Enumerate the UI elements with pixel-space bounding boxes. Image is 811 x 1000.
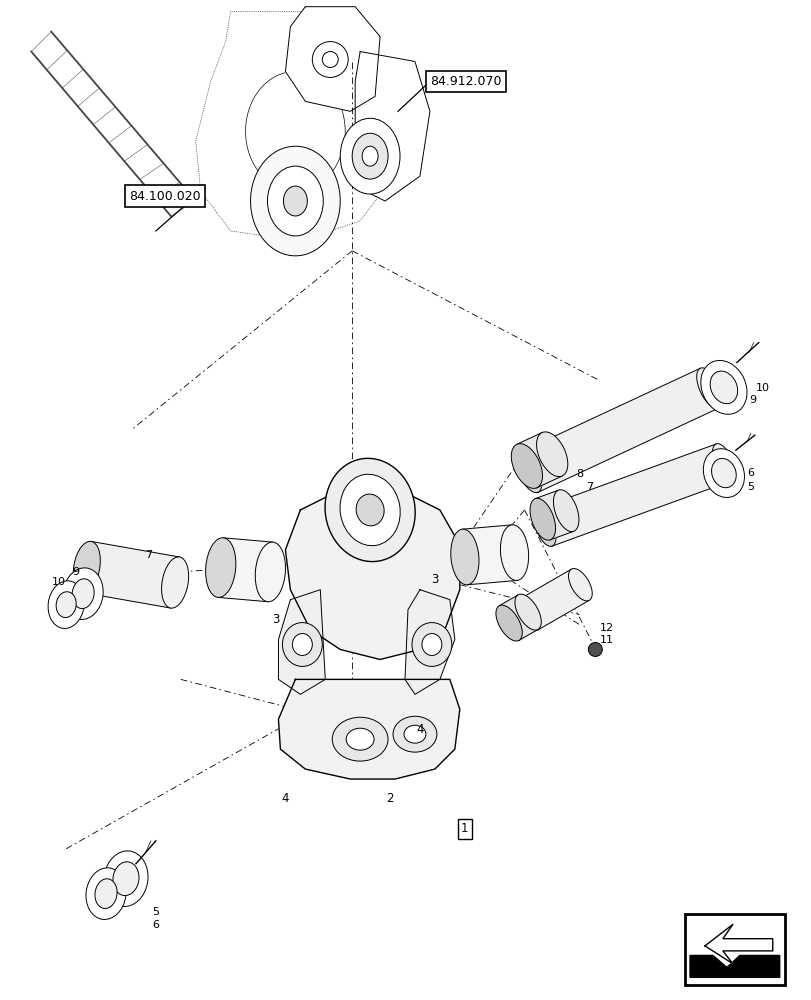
Polygon shape — [354, 52, 429, 201]
Ellipse shape — [362, 146, 378, 166]
Ellipse shape — [332, 717, 388, 761]
Polygon shape — [462, 525, 517, 585]
Text: 3: 3 — [431, 573, 438, 586]
Ellipse shape — [86, 868, 126, 919]
Ellipse shape — [450, 529, 478, 585]
Ellipse shape — [530, 498, 555, 540]
Text: 12: 12 — [599, 623, 614, 633]
Text: 5: 5 — [746, 482, 753, 492]
Text: 10: 10 — [52, 577, 67, 587]
Polygon shape — [519, 368, 718, 492]
Ellipse shape — [282, 623, 322, 666]
Polygon shape — [499, 595, 538, 640]
Text: 2: 2 — [386, 792, 393, 805]
Ellipse shape — [205, 538, 235, 597]
Polygon shape — [704, 924, 772, 964]
Ellipse shape — [536, 432, 567, 477]
Bar — [684, 914, 783, 985]
Ellipse shape — [511, 444, 542, 488]
Polygon shape — [82, 541, 179, 608]
Ellipse shape — [340, 118, 400, 194]
Ellipse shape — [356, 494, 384, 526]
Text: 9: 9 — [72, 567, 79, 577]
Text: 9: 9 — [749, 395, 755, 405]
Ellipse shape — [404, 725, 426, 743]
Ellipse shape — [345, 728, 374, 750]
Polygon shape — [519, 569, 589, 630]
Ellipse shape — [553, 490, 578, 532]
Ellipse shape — [161, 557, 188, 608]
Ellipse shape — [514, 594, 541, 630]
Ellipse shape — [56, 592, 76, 618]
Text: 4: 4 — [416, 723, 423, 736]
Text: 1: 1 — [461, 822, 468, 835]
Ellipse shape — [267, 166, 323, 236]
Text: 4: 4 — [281, 792, 289, 805]
Ellipse shape — [516, 452, 541, 493]
Text: 84.912.070: 84.912.070 — [429, 75, 501, 88]
Ellipse shape — [500, 525, 528, 580]
Ellipse shape — [48, 581, 84, 628]
Text: 6: 6 — [152, 920, 159, 930]
Polygon shape — [405, 590, 454, 694]
Ellipse shape — [411, 623, 451, 666]
Ellipse shape — [696, 368, 722, 408]
Text: 10: 10 — [755, 383, 769, 393]
Ellipse shape — [516, 598, 540, 631]
Ellipse shape — [63, 568, 103, 619]
Text: 7: 7 — [585, 482, 592, 492]
Ellipse shape — [95, 879, 117, 909]
Text: 11: 11 — [599, 635, 614, 645]
Ellipse shape — [710, 371, 736, 404]
Ellipse shape — [72, 579, 94, 609]
Polygon shape — [278, 590, 325, 694]
Ellipse shape — [283, 186, 307, 216]
Ellipse shape — [340, 474, 400, 546]
Ellipse shape — [496, 605, 521, 641]
Text: 8: 8 — [575, 469, 582, 479]
Text: 3: 3 — [272, 613, 279, 626]
Polygon shape — [278, 679, 459, 779]
Ellipse shape — [352, 133, 388, 179]
Text: 7: 7 — [145, 550, 152, 560]
Polygon shape — [538, 444, 729, 546]
Ellipse shape — [702, 449, 744, 497]
Text: 5: 5 — [152, 907, 159, 917]
Ellipse shape — [255, 542, 285, 602]
Text: 6: 6 — [746, 468, 753, 478]
Ellipse shape — [104, 851, 148, 907]
Ellipse shape — [324, 458, 414, 562]
Polygon shape — [285, 7, 380, 111]
Circle shape — [588, 643, 602, 656]
Ellipse shape — [700, 360, 746, 414]
Ellipse shape — [251, 146, 340, 256]
Polygon shape — [218, 538, 272, 602]
Ellipse shape — [113, 862, 139, 896]
Polygon shape — [689, 955, 779, 977]
Ellipse shape — [568, 569, 591, 601]
Ellipse shape — [711, 444, 733, 482]
Polygon shape — [516, 433, 561, 488]
Ellipse shape — [710, 458, 736, 488]
Text: 84.100.020: 84.100.020 — [129, 190, 200, 203]
Ellipse shape — [292, 634, 312, 655]
Polygon shape — [285, 490, 459, 659]
Ellipse shape — [422, 634, 441, 655]
Polygon shape — [534, 490, 573, 540]
Ellipse shape — [73, 541, 101, 593]
Ellipse shape — [534, 508, 556, 546]
Ellipse shape — [393, 716, 436, 752]
